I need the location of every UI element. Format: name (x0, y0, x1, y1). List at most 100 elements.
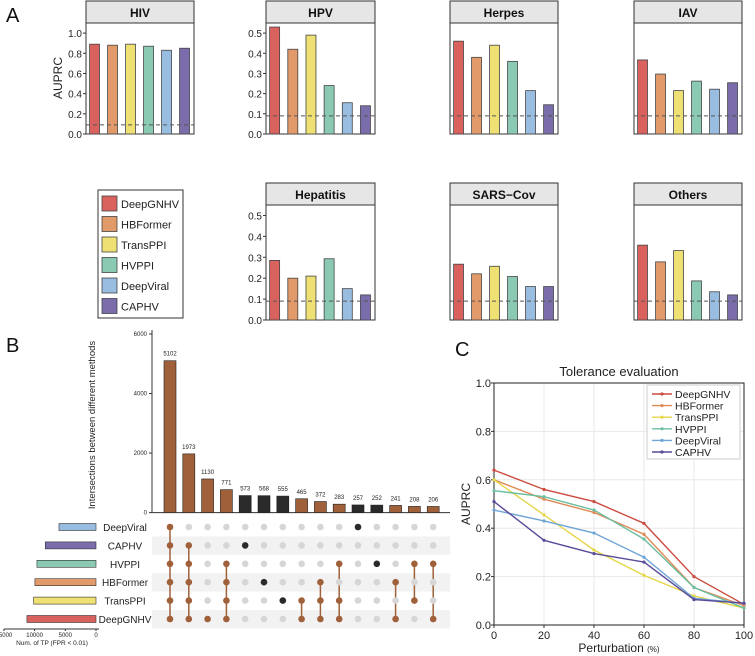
intersection-bar (389, 505, 402, 513)
set-size-bar-hvppi (36, 559, 97, 568)
facet-plot-area (633, 22, 743, 135)
bar-hbformer (655, 73, 666, 135)
legend-swatch-hvppi (101, 257, 118, 273)
point-transppi (542, 513, 546, 517)
matrix-dot-empty (392, 542, 399, 549)
matrix-dot-empty (185, 523, 193, 531)
chart-title: Tolerance evaluation (559, 364, 678, 379)
matrix-dot-filled (223, 578, 230, 586)
legend-swatch-deepviral (101, 277, 118, 294)
point-deepviral (542, 519, 546, 523)
bar-deepviral (341, 288, 353, 321)
intersection-value-label: 5102 (163, 352, 177, 358)
facet-title: Others (669, 188, 708, 202)
set-label-transppi: TransPPI (104, 597, 145, 608)
matrix-dot-empty (392, 597, 399, 604)
facet-plot-area (449, 22, 559, 135)
legend-marker-deepgnhv (660, 392, 664, 396)
matrix-dot-filled (279, 597, 287, 604)
panel-label-b: B (6, 335, 19, 357)
y-tick-label: 0.5 (248, 29, 262, 40)
bar-deepviral (709, 88, 720, 135)
intersection-value-label: 257 (353, 496, 364, 502)
bar-deepgnhv (89, 43, 100, 135)
y-tick-label: 1.0 (68, 29, 82, 40)
intersection-bar (182, 453, 196, 513)
facet-plot-area (85, 22, 195, 135)
y-axis-label: Intersections between different methods (87, 341, 98, 510)
matrix-dot-empty (279, 560, 287, 568)
bar-caphv (179, 47, 190, 135)
y-tick-label: 0.4 (476, 523, 491, 535)
matrix-dot-filled (241, 542, 249, 549)
y-tick-label: 0.4 (248, 49, 262, 60)
matrix-dot-filled (392, 615, 399, 623)
bar-caphv (543, 104, 554, 135)
y-tick-label: 0.0 (248, 130, 262, 141)
intersection-bar (220, 489, 233, 513)
point-hbformer (542, 497, 546, 501)
matrix-dot-empty (241, 615, 249, 623)
point-deepgnhv (642, 521, 646, 525)
line-caphv (493, 501, 745, 604)
point-hvppi (742, 606, 746, 610)
legend-label-deepgnhv: DeepGNHV (121, 199, 180, 211)
matrix-dot-filled (185, 615, 193, 623)
set-size-bar-caphv (44, 541, 97, 550)
panel-label-c: C (455, 339, 469, 361)
matrix-dot-empty (335, 523, 343, 531)
point-deepgnhv (492, 468, 496, 472)
bar-deepviral (341, 102, 353, 135)
intersection-value-label: 206 (428, 497, 439, 503)
y-tick-label: 0.2 (248, 90, 262, 101)
matrix-dot-empty (260, 615, 268, 623)
matrix-dot-empty (223, 542, 230, 549)
bar-caphv (360, 294, 371, 321)
y-tick-label: 0.6 (476, 475, 491, 487)
bar-caphv (727, 294, 738, 321)
x-tick-label: 60 (638, 630, 650, 642)
y-tick-label: 0.2 (248, 274, 262, 285)
matrix-dot-empty (354, 560, 362, 568)
intersection-value-label: 465 (297, 490, 308, 496)
bar-hbformer (471, 273, 482, 321)
y-tick-label: 0.0 (68, 130, 82, 141)
matrix-dot-empty (298, 523, 305, 531)
y-tick-label: 0.4 (248, 232, 262, 243)
legend-label-deepviral: DeepViral (121, 281, 169, 293)
x-tick-label: 0 (491, 630, 497, 642)
matrix-dot-filled (411, 560, 418, 568)
set-label-deepgnhv: DeepGNHV (99, 615, 152, 626)
matrix-dot-empty (204, 523, 211, 531)
bar-transppi (673, 250, 684, 321)
point-transppi (642, 573, 646, 577)
matrix-dot-empty (429, 523, 437, 531)
matrix-dot-empty (241, 523, 249, 531)
legend-marker-hbformer (660, 404, 664, 408)
intersection-bar (351, 504, 365, 513)
facet-iav: IAV (633, 0, 743, 135)
set-label-hvppi: HVPPI (110, 560, 140, 571)
intersection-value-label: 208 (409, 497, 420, 503)
y-tick-label: 0 (144, 511, 148, 517)
point-hvppi (492, 489, 496, 493)
intersection-value-label: 283 (334, 495, 345, 501)
panel-a: HIV 0.0 0.2 0.4 0.6 0.8 1.0 HPV 0.0 0.1 0.2 0.3 0.4 0… (51, 0, 743, 327)
matrix-dot-empty (317, 542, 324, 549)
y-tick-label: 0.8 (476, 426, 491, 438)
bar-deepviral (161, 49, 172, 135)
bar-hbformer (471, 56, 482, 135)
matrix-dot-empty (298, 578, 305, 586)
intersection-bar (163, 360, 177, 513)
point-hvppi (692, 585, 696, 590)
matrix-dot-empty (279, 523, 287, 531)
legend-swatch-transppi (101, 236, 118, 253)
x-axis-label-text: Perturbation (578, 641, 647, 655)
bar-deepgnhv (453, 40, 464, 135)
matrix-dot-empty (279, 542, 287, 549)
bar-deepviral (525, 90, 536, 135)
y-tick-label: 0.8 (68, 49, 82, 60)
matrix-dot-filled (166, 615, 174, 623)
point-deepgnhv (692, 575, 696, 579)
